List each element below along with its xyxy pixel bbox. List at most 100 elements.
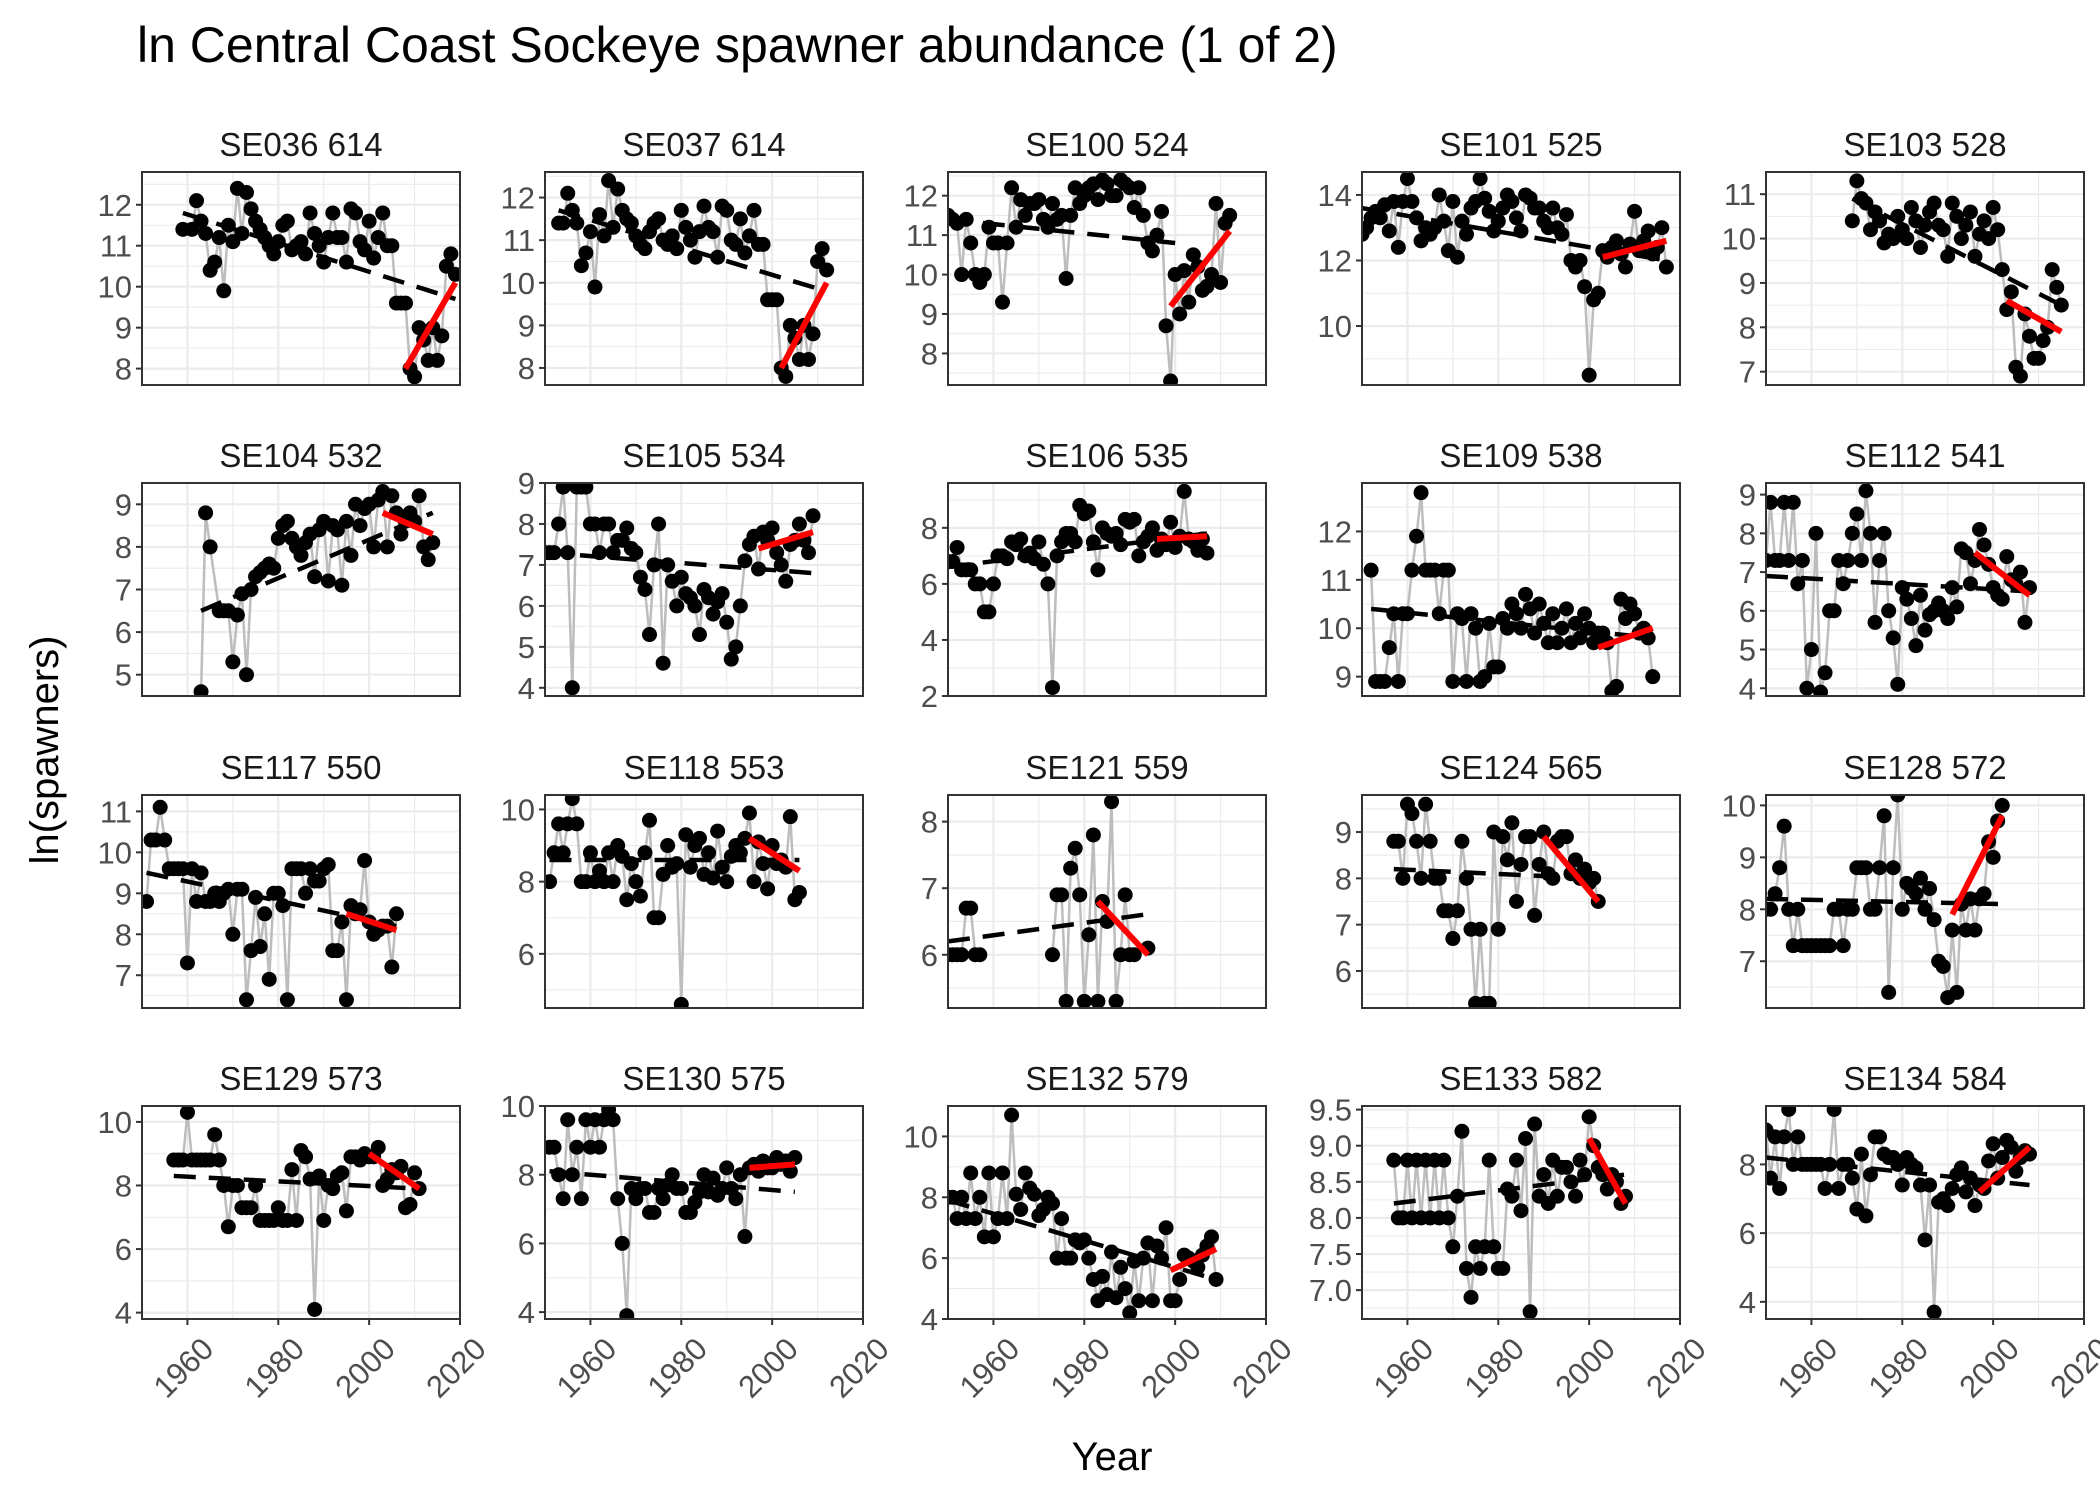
- data-point: [1531, 200, 1547, 216]
- data-point: [311, 873, 327, 889]
- panel-border: [141, 1105, 461, 1320]
- data-point: [963, 900, 979, 916]
- y-tick-label: 8: [1739, 892, 1756, 927]
- data-point: [1468, 620, 1484, 636]
- y-tick-label: 7: [518, 548, 535, 583]
- data-point: [1363, 562, 1379, 578]
- y-tick-label: 8: [115, 917, 132, 952]
- y-tick-label: 11: [1320, 563, 1352, 598]
- data-point: [370, 1139, 386, 1155]
- data-point: [805, 508, 821, 524]
- data-point: [1822, 1156, 1838, 1172]
- data-point: [555, 483, 571, 495]
- long-term-trend-line: [557, 208, 828, 294]
- data-point: [225, 926, 241, 942]
- data-point: [769, 545, 785, 561]
- data-point: [755, 856, 771, 872]
- facet-panel: SE036 614 8 9 10 11 12: [98, 126, 462, 387]
- y-tick-label: 10: [98, 835, 132, 870]
- data-point: [664, 228, 680, 244]
- data-point: [302, 861, 318, 877]
- data-point: [1399, 172, 1415, 187]
- data-point: [1790, 1129, 1806, 1145]
- y-tick-label: 6: [921, 567, 938, 602]
- data-point: [1908, 886, 1924, 902]
- panel-border: [947, 1105, 1267, 1320]
- data-point: [1849, 506, 1865, 522]
- data-point: [1167, 1293, 1183, 1309]
- data-point: [1972, 521, 1988, 537]
- panel-border: [1361, 1105, 1681, 1320]
- data-point: [1131, 1293, 1147, 1309]
- data-point: [1835, 576, 1851, 592]
- data-point: [1436, 1152, 1452, 1168]
- data-point: [1858, 860, 1874, 876]
- panel-plot-area: [1766, 483, 2037, 696]
- data-point: [1994, 591, 2010, 607]
- data-point: [1766, 1170, 1779, 1186]
- y-tick-label: 9: [1739, 478, 1756, 513]
- data-point: [1967, 922, 1983, 938]
- data-point: [1785, 494, 1801, 510]
- data-point: [673, 996, 689, 1008]
- data-point: [732, 211, 748, 227]
- data-point: [1167, 539, 1183, 555]
- data-point: [1858, 1208, 1874, 1224]
- panel-strip-label: SE100 524: [1025, 126, 1188, 163]
- recent-trend-line: [345, 910, 398, 934]
- data-point: [673, 1180, 689, 1196]
- y-tick-label: 10: [98, 1105, 132, 1140]
- data-point: [1531, 856, 1547, 872]
- data-point: [307, 569, 323, 585]
- data-point: [1817, 665, 1833, 681]
- data-point: [1449, 903, 1465, 919]
- data-point: [1522, 1304, 1538, 1319]
- data-point: [270, 234, 286, 250]
- data-point: [778, 573, 794, 589]
- facet-panel: SE118 553 6 8 10: [501, 749, 865, 1009]
- x-tick-label: 1960: [550, 1331, 624, 1405]
- recent-trend-line: [1602, 237, 1668, 261]
- data-point: [1472, 172, 1488, 187]
- data-point: [334, 914, 350, 930]
- data-point: [1104, 1244, 1120, 1260]
- x-tick-label: 2000: [1134, 1331, 1208, 1405]
- x-tick-label: 1980: [1458, 1331, 1532, 1405]
- y-tick-label: 10: [98, 270, 132, 305]
- panel-border: [1361, 482, 1681, 697]
- data-point: [985, 576, 1001, 592]
- data-point: [805, 326, 821, 342]
- data-point: [687, 598, 703, 614]
- data-point: [1176, 483, 1192, 499]
- x-tick-label: 2000: [1952, 1331, 2026, 1405]
- data-point: [1413, 870, 1429, 886]
- data-point: [592, 207, 608, 223]
- y-tick-label: 8: [921, 805, 938, 840]
- data-point: [1067, 534, 1083, 550]
- data-point: [225, 654, 241, 670]
- data-point: [1135, 1250, 1151, 1266]
- y-tick-label: 11: [503, 223, 535, 258]
- data-point: [352, 518, 368, 534]
- y-tick-label: 9: [1739, 266, 1756, 301]
- data-point: [1926, 195, 1942, 211]
- data-point: [1477, 669, 1493, 685]
- data-point: [393, 526, 409, 542]
- data-point: [1490, 659, 1506, 675]
- data-point: [298, 885, 314, 901]
- data-point: [320, 857, 336, 873]
- data-point: [1545, 200, 1561, 216]
- data-point: [1158, 1220, 1174, 1236]
- data-point: [1917, 1232, 1933, 1248]
- data-point: [1940, 611, 1956, 627]
- data-point: [1872, 860, 1888, 876]
- recent-trend-line: [1168, 229, 1233, 308]
- data-point: [1549, 1188, 1565, 1204]
- data-point: [1640, 223, 1656, 239]
- data-point: [1063, 860, 1079, 876]
- data-point: [293, 234, 309, 250]
- data-point: [1458, 870, 1474, 886]
- data-point: [614, 1235, 630, 1251]
- data-point: [211, 230, 227, 246]
